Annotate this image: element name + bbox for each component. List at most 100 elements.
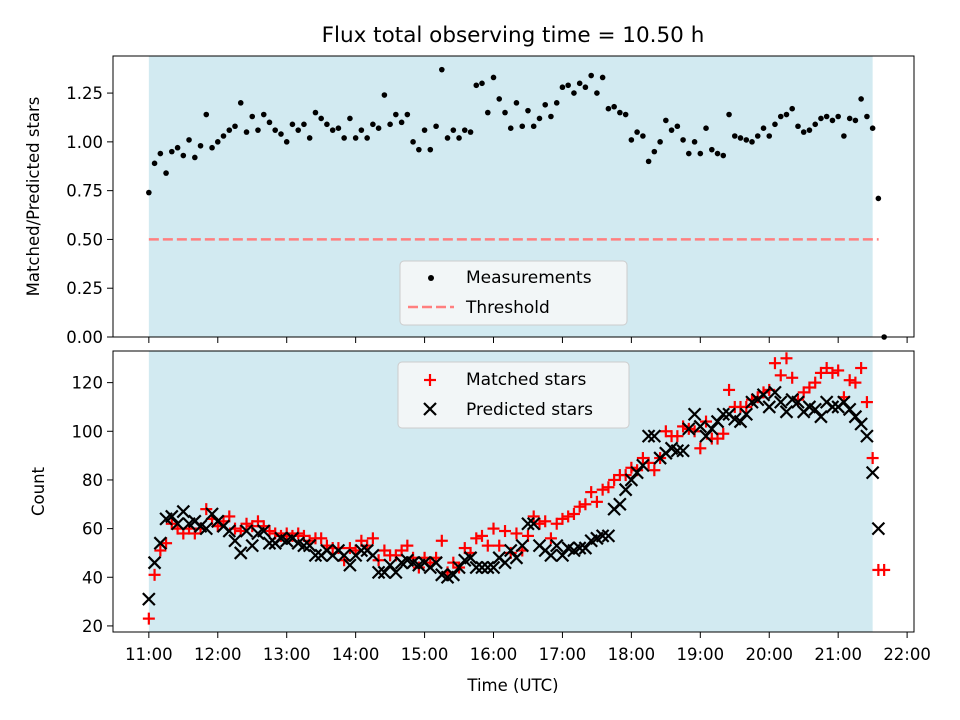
matched-star-point	[791, 393, 804, 406]
matched-star-point	[194, 522, 207, 535]
predicted-star-point	[176, 504, 191, 519]
measurement-point	[800, 129, 807, 135]
matched-star-point	[470, 532, 483, 545]
measurement-point	[754, 133, 761, 139]
x-axis-label: Time (UTC)	[466, 676, 558, 695]
measurement-point	[243, 129, 250, 135]
predicted-star-point	[515, 538, 530, 553]
measurement-point	[726, 111, 732, 118]
y-tick-label: 60	[82, 520, 103, 539]
predicted-star-point	[469, 560, 484, 575]
predicted-star-point	[682, 422, 696, 436]
matched-star-point	[585, 486, 598, 499]
predicted-star-point	[389, 565, 403, 580]
measurement-point	[347, 115, 353, 122]
matched-star-point	[160, 537, 173, 550]
measurement-point	[697, 150, 704, 157]
measurement-point	[255, 127, 261, 133]
measurement-point	[576, 80, 583, 87]
predicted-star-point	[860, 429, 874, 443]
measurement-point	[312, 109, 319, 116]
predicted-star-point	[205, 507, 219, 521]
predicted-star-point	[366, 548, 380, 563]
measurement-point	[381, 92, 388, 98]
top-panel: 0.00 0.25 0.50 0.75 1.00 1.25 Matched/Predict…	[24, 55, 915, 347]
top-legend-box	[399, 260, 628, 326]
measurement-point	[789, 105, 795, 112]
measurement-point	[640, 133, 646, 139]
measurement-point	[163, 170, 169, 176]
x-tick-label: 22:00	[883, 645, 931, 664]
x-tick-label: 20:00	[745, 645, 793, 664]
matched-star-point	[757, 386, 770, 399]
predicted-star-point	[618, 482, 633, 497]
predicted-star-point	[486, 560, 501, 575]
predicted-star-point	[791, 395, 805, 409]
top-x-ticks	[148, 337, 908, 343]
predicted-star-point	[705, 422, 719, 436]
measurement-point	[634, 129, 640, 135]
matched-star-point	[602, 481, 615, 494]
matched-star-point	[148, 568, 161, 581]
matched-star-point	[849, 376, 862, 389]
predicted-star-point	[773, 395, 788, 409]
x-tick-label: 14:00	[332, 645, 380, 664]
measurement-point	[651, 148, 658, 155]
matched-star-point	[579, 498, 592, 511]
predicted-star-point	[756, 388, 771, 402]
predicted-star-point	[779, 405, 794, 419]
legend-predicted-marker	[423, 402, 437, 416]
matched-star-point	[510, 527, 523, 540]
predicted-star-point	[199, 521, 214, 536]
predicted-star-point	[521, 516, 535, 531]
measurement-point	[393, 111, 399, 118]
predicted-star-point	[601, 529, 616, 543]
top-y-ticks: 0.00 0.25 0.50 0.75 1.00 1.25	[66, 84, 113, 347]
matched-star-point	[786, 371, 799, 384]
measurement-point	[197, 142, 204, 149]
measurement-point	[260, 111, 267, 118]
measurement-point	[852, 117, 859, 124]
bottom-predicted-points	[142, 385, 886, 606]
measurement-point	[364, 135, 370, 141]
predicted-star-point	[475, 560, 489, 575]
matched-star-point	[648, 464, 661, 477]
x-tick-label: 11:00	[125, 645, 173, 664]
measurement-point	[214, 139, 221, 145]
predicted-star-point	[297, 538, 311, 553]
measurement-point	[421, 127, 428, 133]
bottom-axes-frame	[112, 350, 915, 633]
matched-star-point	[343, 542, 356, 555]
measurement-point	[461, 127, 468, 133]
legend-measurements-marker	[428, 275, 434, 281]
y-tick-label: 40	[82, 568, 103, 587]
y-tick-label: 0.75	[66, 182, 103, 201]
x-tick-label: 17:00	[539, 645, 587, 664]
bottom-y-axis-label: Count	[29, 466, 48, 516]
predicted-star-point	[595, 529, 610, 543]
measurement-point	[484, 109, 491, 116]
top-axes-frame	[112, 55, 915, 338]
measurement-point	[875, 195, 882, 202]
predicted-star-point	[377, 565, 392, 580]
predicted-star-point	[687, 407, 702, 422]
y-tick-label: 0.50	[66, 230, 103, 249]
matched-star-point	[866, 452, 879, 465]
measurement-point	[283, 139, 290, 145]
measurement-point	[151, 160, 158, 167]
matched-star-point	[860, 396, 873, 409]
matched-star-point	[493, 539, 506, 552]
measurement-point	[737, 135, 744, 141]
measurement-point	[226, 127, 233, 133]
measurement-point	[352, 135, 359, 141]
matched-star-point	[240, 517, 253, 530]
predicted-star-point	[544, 548, 558, 563]
measurement-point	[444, 135, 451, 141]
measurement-point	[777, 113, 784, 120]
y-tick-label: 0.25	[66, 279, 103, 298]
matched-star-point	[481, 539, 494, 552]
measurement-point	[324, 121, 330, 128]
measurement-point	[467, 129, 474, 135]
legend-measurements-label: Measurements	[466, 268, 592, 288]
